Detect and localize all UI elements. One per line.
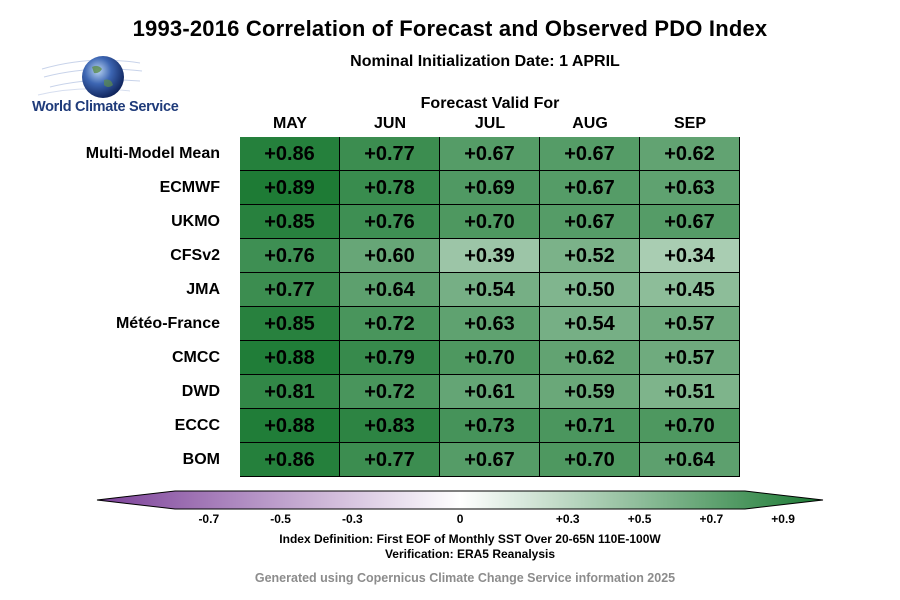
row-label-ukmo: UKMO (171, 213, 220, 230)
column-header-may: MAY (272, 115, 308, 132)
heatmap-cell: +0.64 (340, 273, 440, 307)
logo-text: World Climate Service (32, 99, 179, 115)
heatmap-cell: +0.83 (340, 409, 440, 443)
world-climate-service-logo: World Climate Service (30, 55, 190, 120)
heatmap-cell: +0.67 (540, 205, 640, 239)
heatmap-cell: +0.52 (540, 239, 640, 273)
heatmap-cell: +0.79 (340, 341, 440, 375)
row-label-cfsv2: CFSv2 (170, 247, 220, 264)
row-label-meteo-france: Météo-France (115, 315, 220, 332)
heatmap-cell: +0.70 (440, 341, 540, 375)
row-label-dwd: DWD (181, 383, 220, 400)
heatmap-cell: +0.72 (340, 307, 440, 341)
colorbar-tick-label: +0.5 (627, 512, 652, 526)
column-header-jul: JUL (474, 115, 506, 132)
column-header-aug: AUG (572, 115, 608, 132)
heatmap-cell: +0.67 (440, 137, 540, 171)
heatmap-cell: +0.88 (240, 341, 340, 375)
heatmap-cell: +0.50 (540, 273, 640, 307)
heatmap-cell: +0.71 (540, 409, 640, 443)
heatmap-cell: +0.72 (340, 375, 440, 409)
copernicus-credit: Generated using Copernicus Climate Chang… (254, 571, 676, 585)
colorbar-tick-label: -0.5 (270, 512, 291, 526)
row-label-eccc: ECCC (174, 417, 220, 434)
heatmap-cell: +0.73 (440, 409, 540, 443)
heatmap-cell: +0.57 (640, 341, 740, 375)
column-header-sep: SEP (673, 115, 706, 132)
colorbar-tick-label: +0.9 (771, 512, 795, 526)
heatmap-cell: +0.77 (240, 273, 340, 307)
heatmap-cell: +0.67 (440, 443, 540, 477)
colorbar-ramp (96, 490, 824, 510)
heatmap-cell: +0.77 (340, 137, 440, 171)
heatmap-cell: +0.61 (440, 375, 540, 409)
row-label-bom: BOM (182, 451, 220, 468)
row-label-multi-model-mean: Multi-Model Mean (85, 145, 220, 162)
heatmap-cell: +0.34 (640, 239, 740, 273)
index-definition: Index Definition: First EOF of Monthly S… (279, 532, 661, 546)
heatmap-cell: +0.67 (540, 171, 640, 205)
heatmap-cell: +0.64 (640, 443, 740, 477)
row-label-cmcc: CMCC (172, 349, 220, 366)
heatmap-cell: +0.63 (640, 171, 740, 205)
heatmap-cell: +0.60 (340, 239, 440, 273)
colorbar-tick-label: +0.7 (699, 512, 724, 526)
heatmap-cell: +0.67 (640, 205, 740, 239)
colorbar-tick-label: -0.7 (198, 512, 220, 526)
row-label-jma: JMA (186, 281, 220, 298)
heatmap-cell: +0.62 (540, 341, 640, 375)
heatmap-cell: +0.77 (340, 443, 440, 477)
heatmap-cell: +0.78 (340, 171, 440, 205)
colorbar-tick-label: +0.3 (555, 512, 580, 526)
colorbar-tick-label: 0 (456, 512, 464, 526)
heatmap-cell: +0.51 (640, 375, 740, 409)
row-label-ecmwf: ECMWF (159, 179, 220, 196)
heatmap-cell: +0.86 (240, 443, 340, 477)
heatmap-cell: +0.76 (340, 205, 440, 239)
chart-title: 1993-2016 Correlation of Forecast and Ob… (132, 16, 768, 41)
heatmap-cell: +0.85 (240, 205, 340, 239)
verification-note: Verification: ERA5 Reanalysis (384, 547, 556, 561)
heatmap-cell: +0.86 (240, 137, 340, 171)
heatmap-cell: +0.70 (440, 205, 540, 239)
heatmap-cell: +0.69 (440, 171, 540, 205)
heatmap-cell: +0.59 (540, 375, 640, 409)
correlation-heatmap: +0.86 +0.77 +0.67 +0.67 +0.62 +0.89 +0.78 +0.69… (240, 137, 740, 477)
heatmap-cell: +0.62 (640, 137, 740, 171)
colorbar (96, 490, 824, 510)
heatmap-cell: +0.45 (640, 273, 740, 307)
heatmap-cell: +0.67 (540, 137, 640, 171)
heatmap-cell: +0.70 (640, 409, 740, 443)
heatmap-cell: +0.85 (240, 307, 340, 341)
heatmap-cell: +0.54 (540, 307, 640, 341)
heatmap-cell: +0.81 (240, 375, 340, 409)
colorbar-tick-label: -0.3 (342, 512, 363, 526)
heatmap-cell: +0.76 (240, 239, 340, 273)
heatmap-cell: +0.70 (540, 443, 640, 477)
heatmap-cell: +0.39 (440, 239, 540, 273)
column-group-title: Forecast Valid For (420, 95, 560, 112)
heatmap-cell: +0.57 (640, 307, 740, 341)
column-header-jun: JUN (373, 115, 406, 132)
globe-icon (37, 56, 143, 98)
heatmap-cell: +0.89 (240, 171, 340, 205)
chart-subtitle: Nominal Initialization Date: 1 APRIL (350, 53, 620, 70)
heatmap-cell: +0.63 (440, 307, 540, 341)
heatmap-cell: +0.54 (440, 273, 540, 307)
heatmap-cell: +0.88 (240, 409, 340, 443)
